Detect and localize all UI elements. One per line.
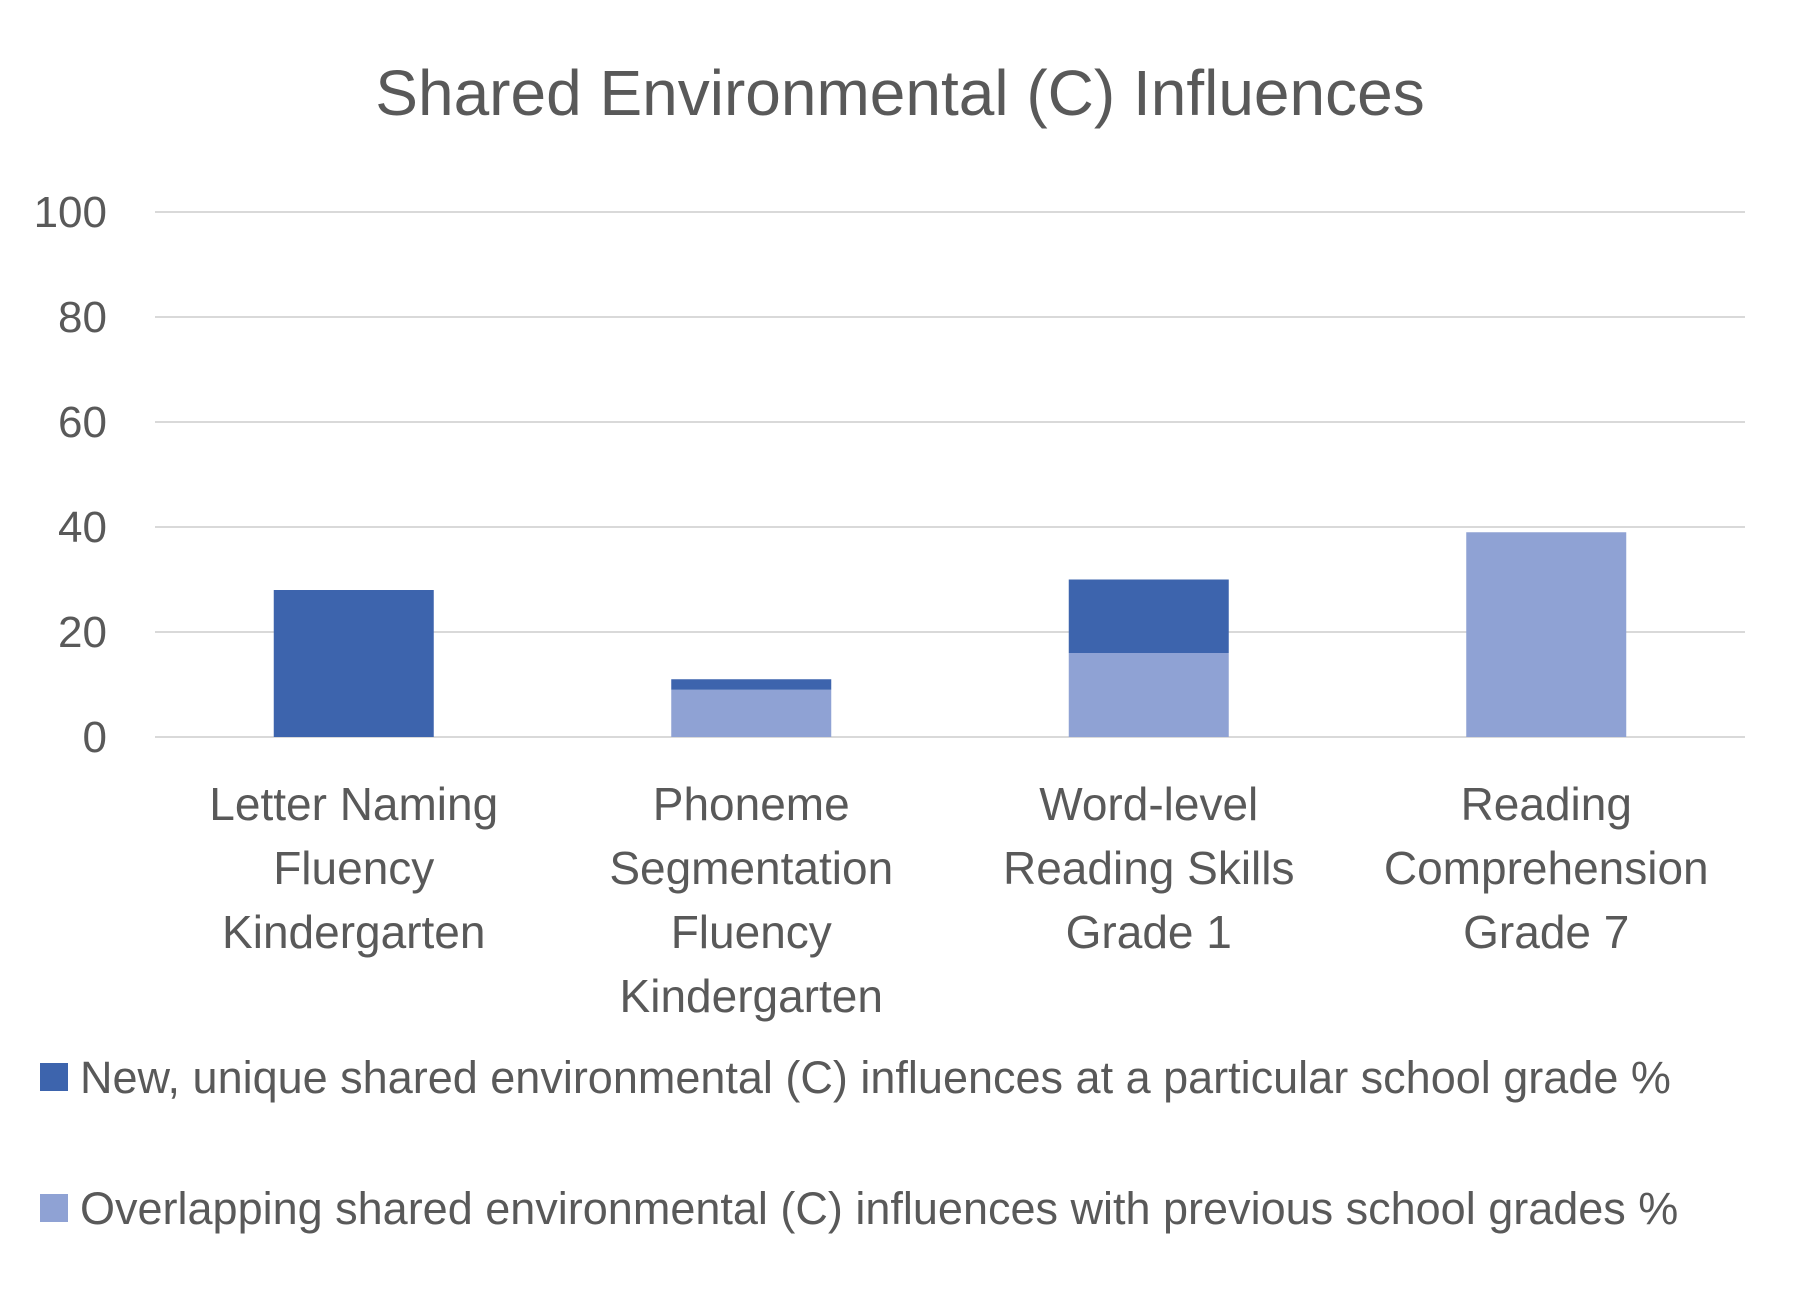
x-tick-label: Reading [1461, 778, 1632, 830]
y-tick-label: 20 [58, 608, 107, 657]
bar-segment [273, 590, 434, 737]
x-tick-label: Fluency [671, 906, 832, 958]
x-tick-label: Kindergarten [620, 970, 883, 1022]
legend-swatch [40, 1194, 68, 1222]
x-tick-label: Segmentation [609, 842, 893, 894]
x-tick-label: Kindergarten [222, 906, 485, 958]
bar-segment [671, 679, 832, 690]
chart-title: Shared Environmental (C) Influences [375, 57, 1424, 129]
y-tick-label: 100 [34, 188, 107, 237]
legend-swatch [40, 1063, 68, 1091]
x-tick-label: Reading Skills [1003, 842, 1294, 894]
x-tick-label: Comprehension [1384, 842, 1709, 894]
x-tick-label: Letter Naming [209, 778, 498, 830]
x-tick-label: Phoneme [653, 778, 850, 830]
bar-segment [1068, 579, 1229, 653]
x-tick-label: Grade 1 [1066, 906, 1232, 958]
legend-label: Overlapping shared environmental (C) inf… [80, 1183, 1678, 1234]
bar-segment [1466, 532, 1627, 737]
legend-label: New, unique shared environmental (C) inf… [80, 1052, 1671, 1103]
y-tick-label: 40 [58, 503, 107, 552]
x-tick-label: Fluency [273, 842, 434, 894]
y-tick-label: 0 [83, 713, 107, 762]
bar-segment [1068, 653, 1229, 737]
bar-segment [671, 689, 832, 737]
x-tick-label: Word-level [1039, 778, 1258, 830]
y-tick-label: 60 [58, 398, 107, 447]
x-tick-label: Grade 7 [1463, 906, 1629, 958]
y-tick-label: 80 [58, 293, 107, 342]
